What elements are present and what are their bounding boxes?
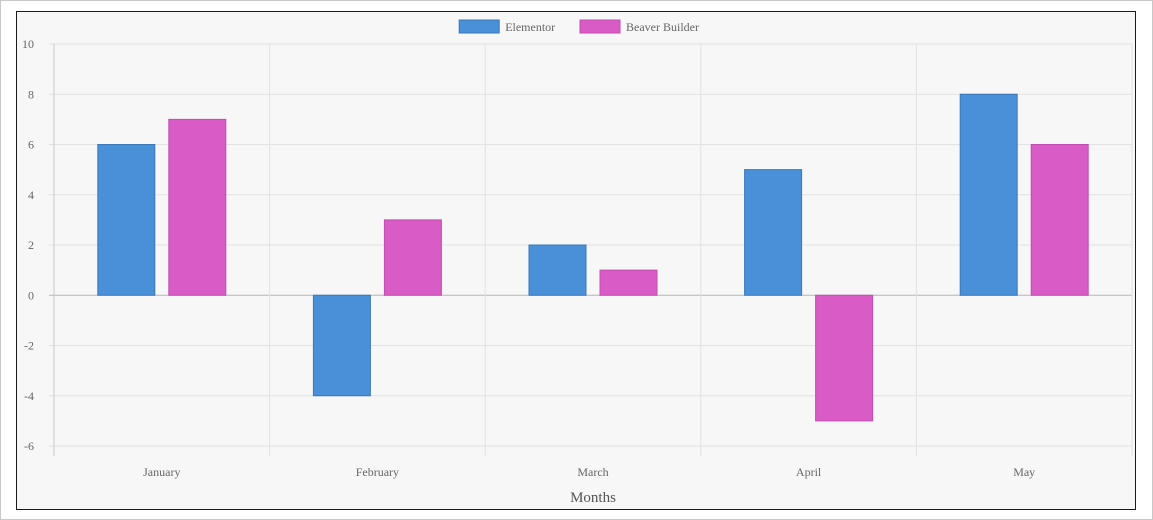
bar-elementor-march[interactable] (528, 244, 587, 296)
legend-label: Beaver Builder (626, 20, 699, 34)
x-tick-label: February (356, 465, 399, 479)
y-tick-label: 0 (28, 288, 34, 302)
x-axis-title: Months (570, 490, 616, 506)
legend-swatch (579, 19, 621, 34)
grid-lines (49, 43, 1133, 456)
bar-beaver-builder-may[interactable] (1030, 144, 1089, 296)
y-tick-label: -2 (24, 339, 34, 353)
bars (97, 93, 1089, 422)
x-tick-label: May (1013, 465, 1035, 479)
bar-beaver-builder-april[interactable] (815, 294, 874, 422)
bar-elementor-may[interactable] (959, 93, 1018, 296)
x-tick-label: April (796, 465, 822, 479)
legend-item-elementor[interactable]: Elementor (458, 19, 555, 34)
y-tick-label: -6 (24, 439, 34, 453)
x-tick-label: January (143, 465, 180, 479)
y-tick-label: 10 (22, 37, 34, 51)
bar-elementor-april[interactable] (744, 169, 803, 296)
y-tick-label: -4 (24, 389, 34, 403)
legend[interactable]: Elementor Beaver Builder (458, 19, 699, 34)
x-axis-ticks: January February March April May (143, 465, 1035, 479)
legend-label: Elementor (505, 20, 555, 34)
y-tick-label: 2 (28, 238, 34, 252)
y-tick-label: 6 (28, 138, 34, 152)
legend-swatch (458, 19, 500, 34)
bar-elementor-january[interactable] (97, 144, 156, 296)
legend-item-beaver-builder[interactable]: Beaver Builder (579, 19, 699, 34)
x-tick-label: March (577, 465, 608, 479)
bar-beaver-builder-january[interactable] (168, 118, 227, 296)
y-axis-ticks: 10 8 6 4 2 0 -2 -4 -6 (22, 37, 34, 453)
bar-beaver-builder-march[interactable] (599, 269, 658, 296)
y-tick-label: 4 (28, 188, 34, 202)
y-tick-label: 8 (28, 87, 34, 101)
bar-beaver-builder-february[interactable] (383, 219, 442, 296)
bar-elementor-february[interactable] (312, 294, 371, 397)
